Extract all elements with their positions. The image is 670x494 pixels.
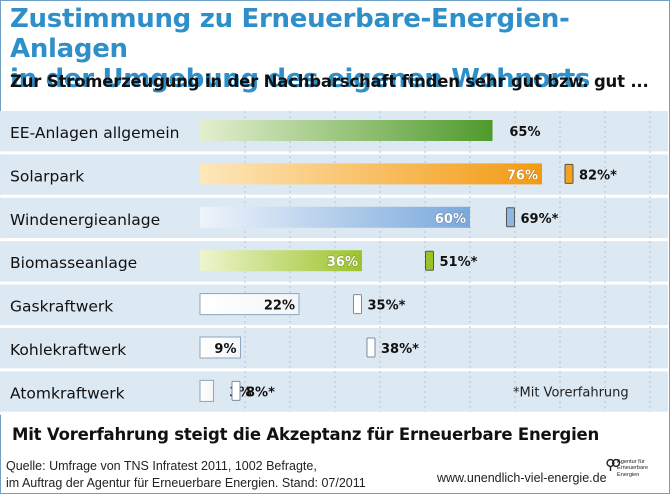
legend-note: *Mit Vorerfahrung [513, 385, 629, 400]
source-line-2: im Auftrag der Agentur für Erneuerbare E… [6, 476, 366, 490]
vorerfahrung-label: 69%* [521, 212, 559, 227]
category-label: Solarpark [10, 167, 84, 185]
row-band [0, 328, 668, 369]
logo-text-line-3: Energien [617, 471, 640, 478]
bar [200, 206, 470, 228]
source-note: Quelle: Umfrage von TNS Infratest 2011, … [6, 458, 366, 492]
logo-text-line-2: Erneuerbare [617, 465, 649, 472]
value-label: 76% [507, 168, 538, 183]
vorerfahrung-marker [366, 337, 376, 358]
logo-icon [606, 458, 620, 471]
vorerfahrung-marker [564, 163, 574, 184]
row-band [0, 371, 668, 412]
vorerfahrung-label: 82%* [579, 168, 617, 183]
category-label: Atomkraftwerk [10, 384, 125, 402]
website-link[interactable]: www.unendlich-viel-energie.de [437, 471, 607, 485]
category-label: Kohlekraftwerk [10, 341, 126, 359]
vorerfahrung-marker [425, 250, 434, 271]
bar [199, 336, 241, 359]
bar [199, 293, 300, 316]
bottom-statement: Mit Vorerfahrung steigt die Akzeptanz fü… [12, 425, 600, 444]
logo-text: Agentur für Erneuerbare Energien [617, 459, 667, 478]
chart-subtitle: Zur Stromerzeugung in der Nachbarschaft … [10, 72, 649, 91]
vorerfahrung-label: 51%* [440, 255, 478, 270]
bar-chart: EE-Anlagen allgemein Solarpark Windenergie… [0, 111, 668, 415]
vorerfahrung-label: 38%* [381, 342, 419, 357]
value-label: 36% [327, 255, 358, 270]
bar [200, 120, 493, 141]
row-band [0, 284, 668, 325]
category-label: Gaskraftwerk [10, 298, 113, 316]
vorerfahrung-label: 8%* [246, 385, 275, 400]
logo-text-line-1: Agentur für [617, 459, 645, 465]
vorerfahrung-label: 35%* [368, 299, 406, 314]
title-line-2: in der Umgebung des eigenen Wohnorts [10, 64, 591, 94]
bar [199, 379, 214, 402]
value-label: 9% [214, 342, 236, 357]
chart-title: Zustimmung zu Erneuerbare-Energien-Anlag… [10, 4, 650, 94]
category-label: Biomasseanlage [10, 254, 137, 272]
vorerfahrung-marker [231, 380, 241, 401]
value-label: 65% [509, 125, 540, 140]
value-label: 22% [264, 299, 295, 314]
category-label: EE-Anlagen allgemein [10, 124, 179, 142]
category-label: Windenergieanlage [10, 211, 160, 229]
vorerfahrung-marker [353, 294, 362, 315]
vorerfahrung-marker [506, 207, 515, 228]
bar [200, 250, 362, 272]
title-line-1: Zustimmung zu Erneuerbare-Energien-Anlag… [10, 4, 570, 64]
bar [200, 163, 542, 185]
source-line-1: Quelle: Umfrage von TNS Infratest 2011, … [6, 459, 317, 473]
value-label: 60% [435, 212, 466, 227]
